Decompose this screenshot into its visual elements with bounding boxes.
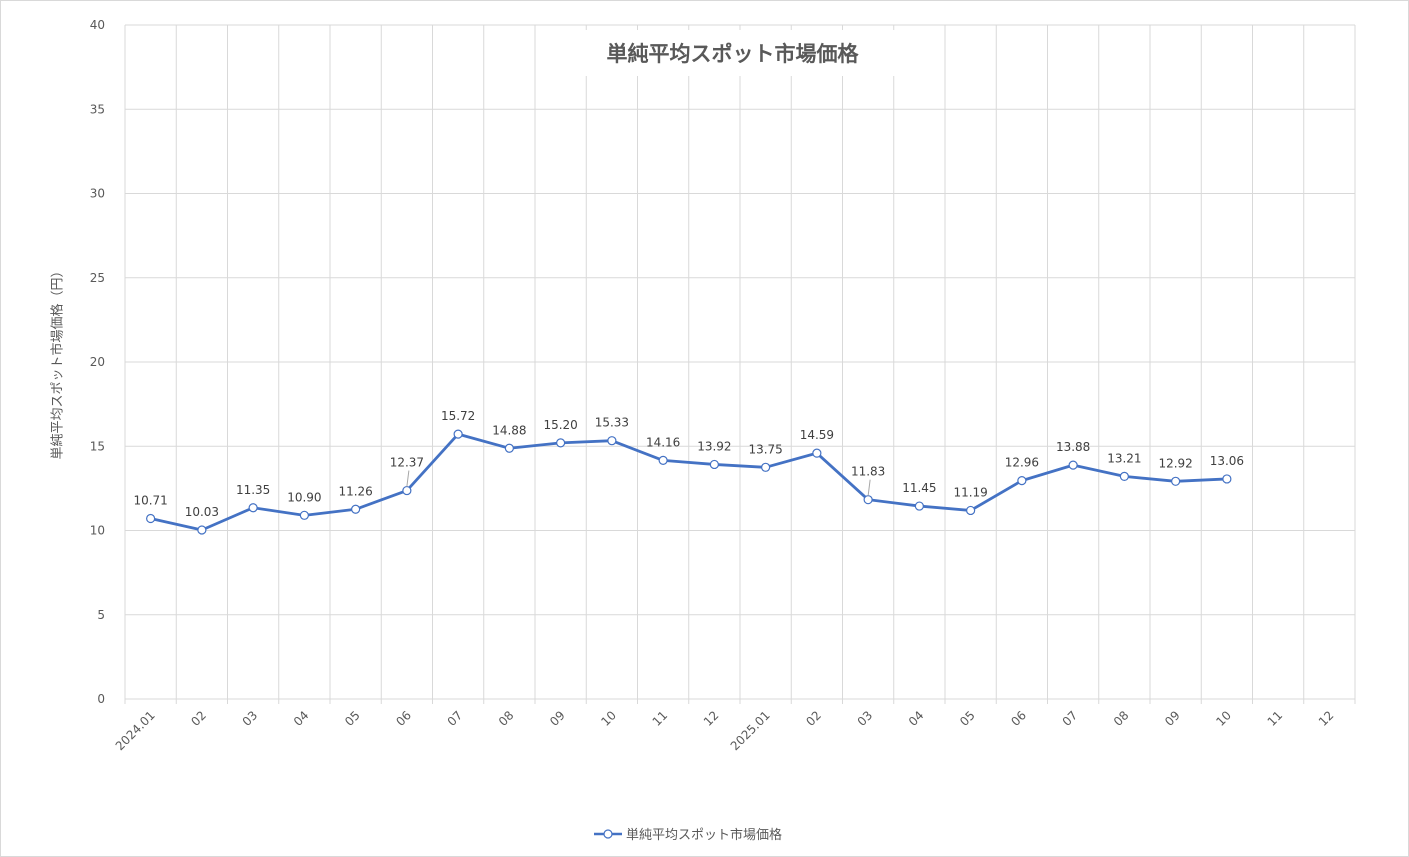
- data-point-marker: [1068, 460, 1078, 470]
- x-tick-label: 02: [803, 708, 824, 729]
- x-tick-label: 07: [445, 708, 466, 729]
- y-tick-label: 0: [97, 692, 105, 706]
- y-tick-label: 40: [90, 18, 105, 32]
- x-tick-label: 11: [1265, 708, 1286, 729]
- data-point-marker: [197, 525, 207, 535]
- legend-line-marker-icon: [594, 828, 622, 839]
- x-tick-label: 2025.01: [728, 708, 773, 753]
- x-tick-label: 06: [1008, 708, 1029, 729]
- x-axis-ticks: 2024.01 02 03 04 05 06 07 08 09 10 11 12 2025.01 02 03…: [113, 708, 1337, 753]
- data-label: 13.75: [748, 442, 782, 456]
- data-label: 13.21: [1107, 451, 1141, 465]
- data-point-marker: [709, 459, 719, 470]
- data-point-marker: [1017, 476, 1027, 486]
- data-point-marker: [607, 436, 617, 446]
- x-tick-label: 03: [240, 708, 261, 729]
- data-label: 10.71: [133, 494, 167, 508]
- x-tick-label: 06: [393, 708, 414, 729]
- x-tick-label: 10: [1213, 708, 1234, 729]
- x-tick-label: 04: [291, 708, 312, 729]
- y-tick-label: 30: [90, 187, 105, 201]
- y-tick-label: 25: [90, 271, 105, 285]
- data-label: 11.83: [851, 465, 885, 479]
- data-label: 11.35: [236, 483, 270, 497]
- data-point-marker: [1171, 476, 1181, 486]
- x-tick-label: 07: [1060, 708, 1081, 729]
- x-tick-label: 02: [188, 708, 209, 729]
- data-label: 11.26: [338, 484, 372, 498]
- data-point-marker: [914, 501, 924, 511]
- data-label: 15.20: [543, 418, 577, 432]
- data-label: 13.92: [697, 439, 731, 453]
- x-tick-label: 12: [1316, 708, 1337, 729]
- data-label: 14.88: [492, 423, 526, 437]
- data-point-marker: [812, 448, 822, 458]
- data-point-marker: [453, 429, 463, 439]
- gridlines: [124, 24, 1356, 704]
- x-tick-label: 08: [496, 708, 517, 729]
- legend: 単純平均スポット市場価格: [593, 824, 782, 843]
- legend-label: 単純平均スポット市場価格: [626, 828, 783, 843]
- y-axis-ticks: 0 5 10 15 20 25 30 35 40: [90, 18, 105, 706]
- data-point-marker: [1222, 474, 1232, 484]
- y-tick-label: 20: [90, 355, 105, 369]
- data-point-marker: [351, 504, 361, 514]
- data-label: 10.90: [287, 490, 321, 504]
- x-tick-label: 10: [598, 708, 619, 729]
- y-tick-label: 5: [97, 608, 105, 622]
- y-tick-label: 15: [90, 439, 105, 453]
- data-label: 12.92: [1158, 456, 1192, 470]
- x-tick-label: 12: [701, 708, 722, 729]
- series-line: [150, 432, 1227, 532]
- data-label: 13.88: [1056, 440, 1090, 454]
- chart-title: 単純平均スポット市場価格: [560, 30, 905, 76]
- x-tick-label: 03: [855, 708, 876, 729]
- data-label: 15.33: [595, 416, 629, 430]
- y-axis-title: 単純平均スポット市場価格（円）: [50, 264, 66, 460]
- data-point-marker: [146, 513, 156, 524]
- data-label: 11.19: [953, 485, 987, 499]
- data-point-marker: [966, 505, 976, 516]
- x-tick-label: 05: [957, 708, 978, 729]
- data-label: 12.96: [1005, 456, 1039, 470]
- x-tick-label: 04: [906, 708, 927, 729]
- data-label: 13.06: [1210, 454, 1244, 468]
- data-point-marker: [556, 438, 566, 448]
- x-tick-label: 05: [342, 708, 363, 729]
- data-label: 10.03: [185, 505, 219, 519]
- x-tick-label: 09: [1162, 708, 1183, 729]
- data-label: 14.59: [800, 428, 834, 442]
- data-point-marker: [658, 455, 668, 466]
- y-tick-label: 35: [90, 102, 105, 116]
- data-point-marker: [504, 443, 514, 453]
- x-tick-label: 09: [547, 708, 568, 729]
- y-tick-label: 10: [90, 524, 105, 538]
- data-point-marker: [863, 495, 873, 505]
- data-point-marker: [248, 503, 258, 513]
- data-point-marker: [299, 510, 309, 520]
- x-tick-label: 11: [650, 708, 671, 729]
- x-tick-label: 2024.01: [113, 708, 158, 753]
- data-label: 15.72: [441, 409, 475, 423]
- data-series: 10.71 10.03 11.35 10.90 11.26 12.37 15.72 14.88…: [133, 409, 1244, 535]
- data-point-marker: [402, 485, 412, 496]
- x-tick-label: 08: [1111, 708, 1132, 729]
- data-label: 12.37: [390, 456, 424, 470]
- data-point-marker: [761, 462, 771, 472]
- data-label: 11.45: [902, 481, 936, 495]
- data-point-marker: [1119, 471, 1129, 482]
- data-label: 14.16: [646, 435, 680, 449]
